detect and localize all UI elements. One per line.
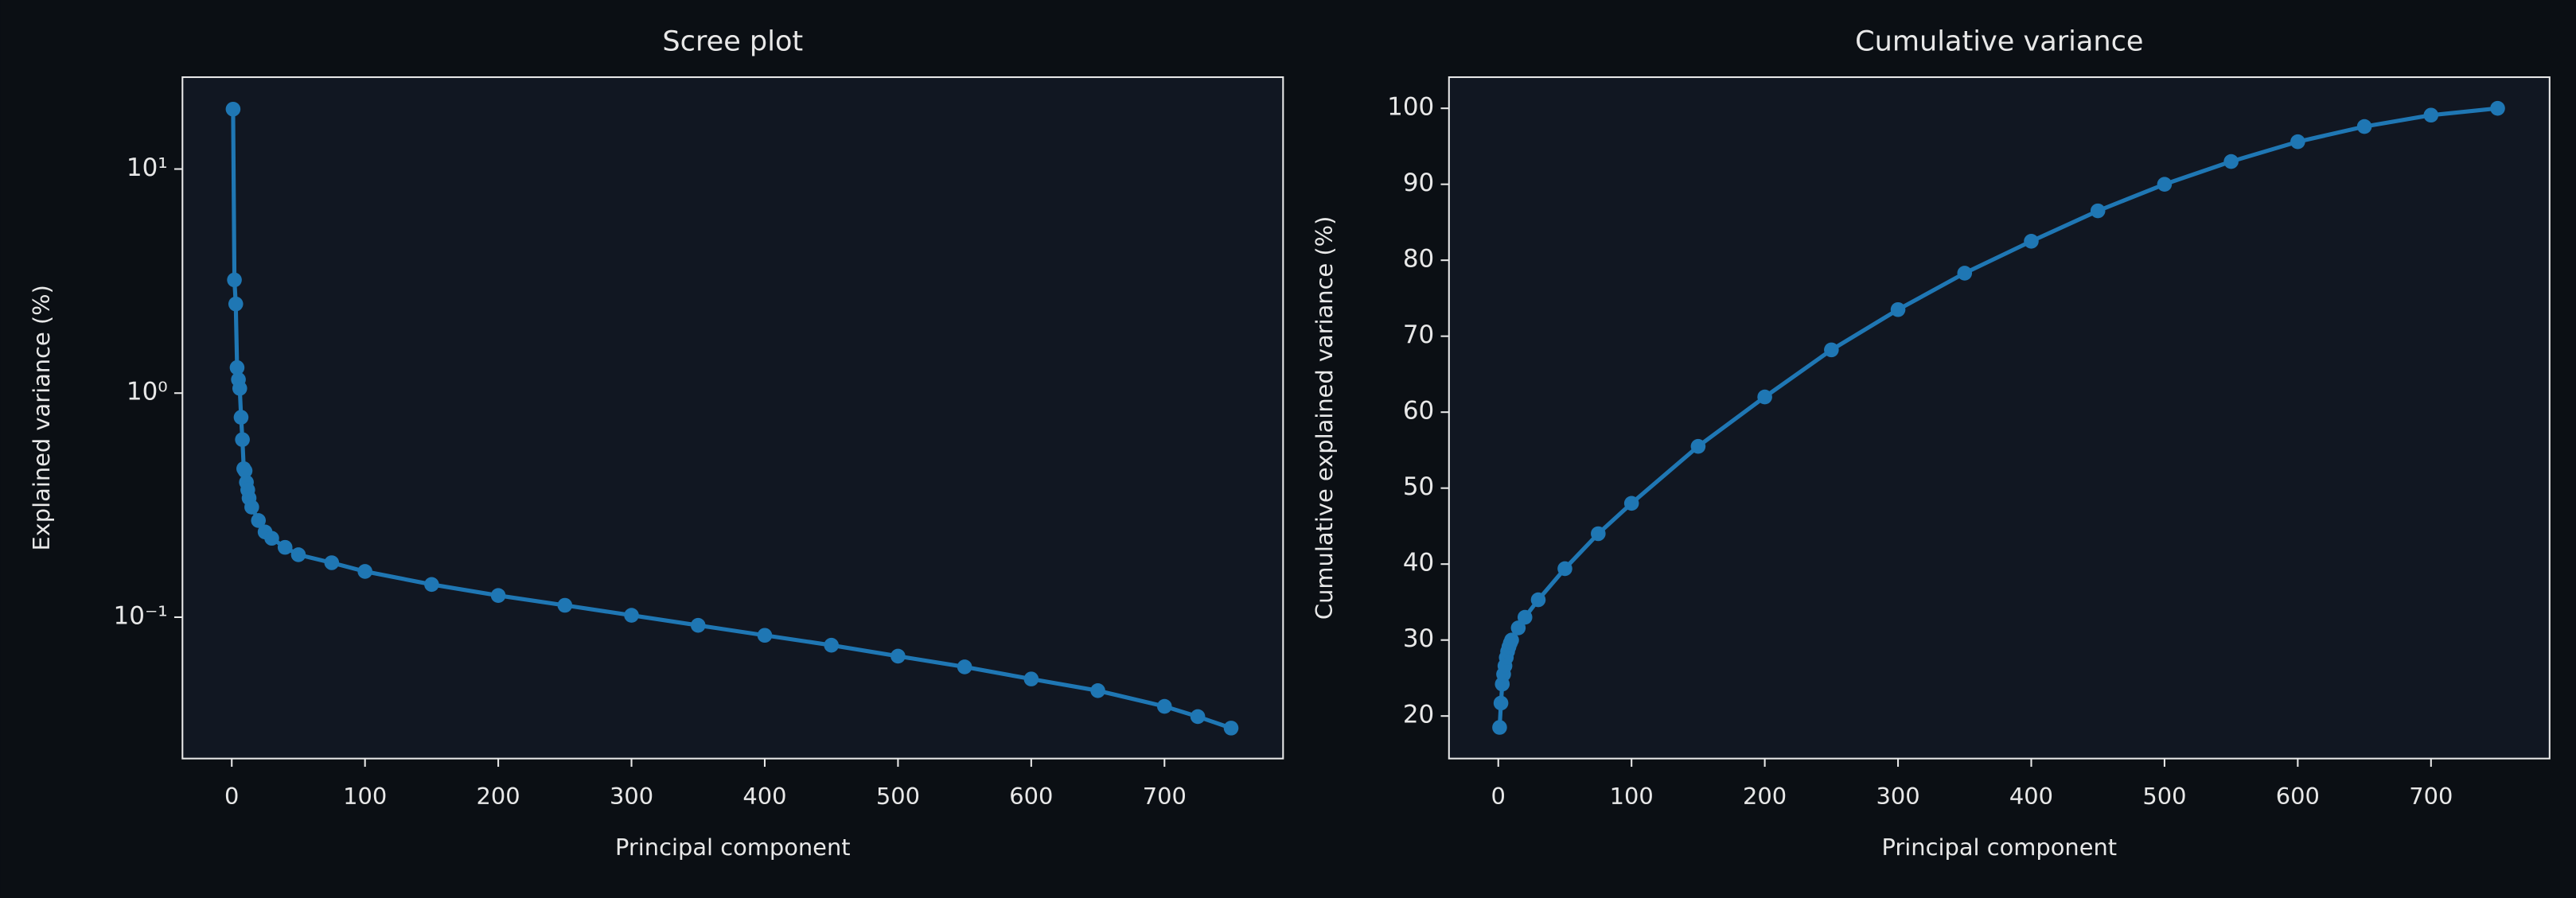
data-point — [2356, 119, 2372, 134]
x-tick-label: 500 — [2142, 783, 2186, 810]
x-tick-label: 200 — [477, 783, 520, 810]
axes-frame — [1448, 76, 2551, 760]
data-point — [1957, 266, 1973, 281]
data-point — [227, 272, 242, 288]
y-tick-label: 100 — [1387, 93, 1434, 122]
data-point — [1623, 496, 1639, 511]
axes-frame — [181, 76, 1284, 760]
data-point — [624, 608, 639, 623]
y-tick-label: 60 — [1403, 397, 1434, 426]
data-point — [225, 101, 241, 117]
x-axis-label: Principal component — [1882, 834, 2118, 861]
data-point — [228, 296, 244, 312]
data-point — [264, 531, 279, 546]
data-point — [1824, 342, 1839, 358]
data-point — [490, 588, 506, 603]
x-tick-label: 100 — [343, 783, 387, 810]
data-point — [2024, 234, 2039, 249]
y-tick-label: 10⁰ — [127, 378, 168, 406]
y-tick-label: 50 — [1403, 472, 1434, 501]
x-tick-label: 200 — [1743, 783, 1787, 810]
chart-title: Cumulative variance — [1855, 25, 2143, 58]
x-tick-label: 300 — [1876, 783, 1919, 810]
data-point — [1591, 526, 1606, 542]
data-point — [2423, 107, 2439, 123]
data-point — [1493, 695, 1509, 711]
data-point — [2290, 134, 2305, 150]
y-axis-label: Cumulative explained variance (%) — [1311, 216, 1338, 620]
data-point — [757, 628, 773, 643]
data-point — [237, 463, 253, 479]
data-point — [2490, 100, 2505, 116]
data-point — [1090, 683, 1105, 698]
data-point — [1530, 592, 1546, 608]
y-axis-label: Explained variance (%) — [28, 285, 55, 550]
y-tick-label: 40 — [1403, 549, 1434, 577]
y-tick-label: 10¹ — [127, 154, 168, 182]
data-point — [290, 547, 306, 562]
y-tick-label: 80 — [1403, 245, 1434, 274]
x-tick-label: 300 — [610, 783, 653, 810]
data-point — [1557, 561, 1572, 577]
plot-area — [1448, 77, 2550, 759]
y-tick-label: 90 — [1403, 169, 1434, 197]
data-point — [229, 360, 245, 375]
data-point — [233, 410, 249, 425]
x-tick-label: 0 — [224, 783, 239, 810]
data-point — [1510, 620, 1526, 636]
x-tick-label: 500 — [876, 783, 920, 810]
data-point — [1690, 438, 1706, 454]
data-point — [690, 617, 706, 633]
y-tick-label: 10⁻¹ — [114, 601, 168, 630]
plot-area — [182, 77, 1284, 759]
x-tick-label: 0 — [1491, 783, 1506, 810]
data-point — [2090, 203, 2106, 219]
data-point — [232, 380, 247, 396]
x-tick-label: 400 — [742, 783, 786, 810]
x-tick-label: 100 — [1610, 783, 1654, 810]
data-point — [244, 500, 259, 515]
data-point — [1757, 389, 1772, 405]
data-point — [1504, 632, 1519, 647]
data-point — [2223, 154, 2239, 169]
data-point — [251, 513, 267, 528]
data-point — [890, 648, 906, 664]
data-point — [1517, 609, 1533, 625]
x-tick-label: 700 — [1143, 783, 1187, 810]
chart-title: Scree plot — [662, 25, 803, 58]
data-point — [1023, 671, 1039, 686]
x-axis-label: Principal component — [615, 834, 851, 861]
data-point — [277, 539, 293, 555]
data-point — [957, 659, 972, 674]
data-point — [235, 432, 250, 448]
data-point — [357, 564, 372, 579]
data-point — [1156, 698, 1172, 714]
data-point — [1223, 721, 1239, 736]
data-point — [1492, 720, 1507, 735]
x-tick-label: 600 — [2276, 783, 2320, 810]
x-tick-label: 700 — [2409, 783, 2453, 810]
x-tick-label: 600 — [1009, 783, 1053, 810]
y-tick-label: 70 — [1403, 321, 1434, 349]
data-point — [1190, 709, 1206, 725]
data-point — [824, 637, 839, 653]
data-point — [1890, 301, 1906, 317]
y-tick-label: 30 — [1403, 624, 1434, 653]
data-point — [324, 555, 340, 570]
data-point — [557, 597, 573, 613]
data-point — [424, 577, 439, 593]
x-tick-label: 400 — [2009, 783, 2053, 810]
y-tick-label: 20 — [1403, 701, 1434, 729]
data-point — [2157, 177, 2173, 192]
